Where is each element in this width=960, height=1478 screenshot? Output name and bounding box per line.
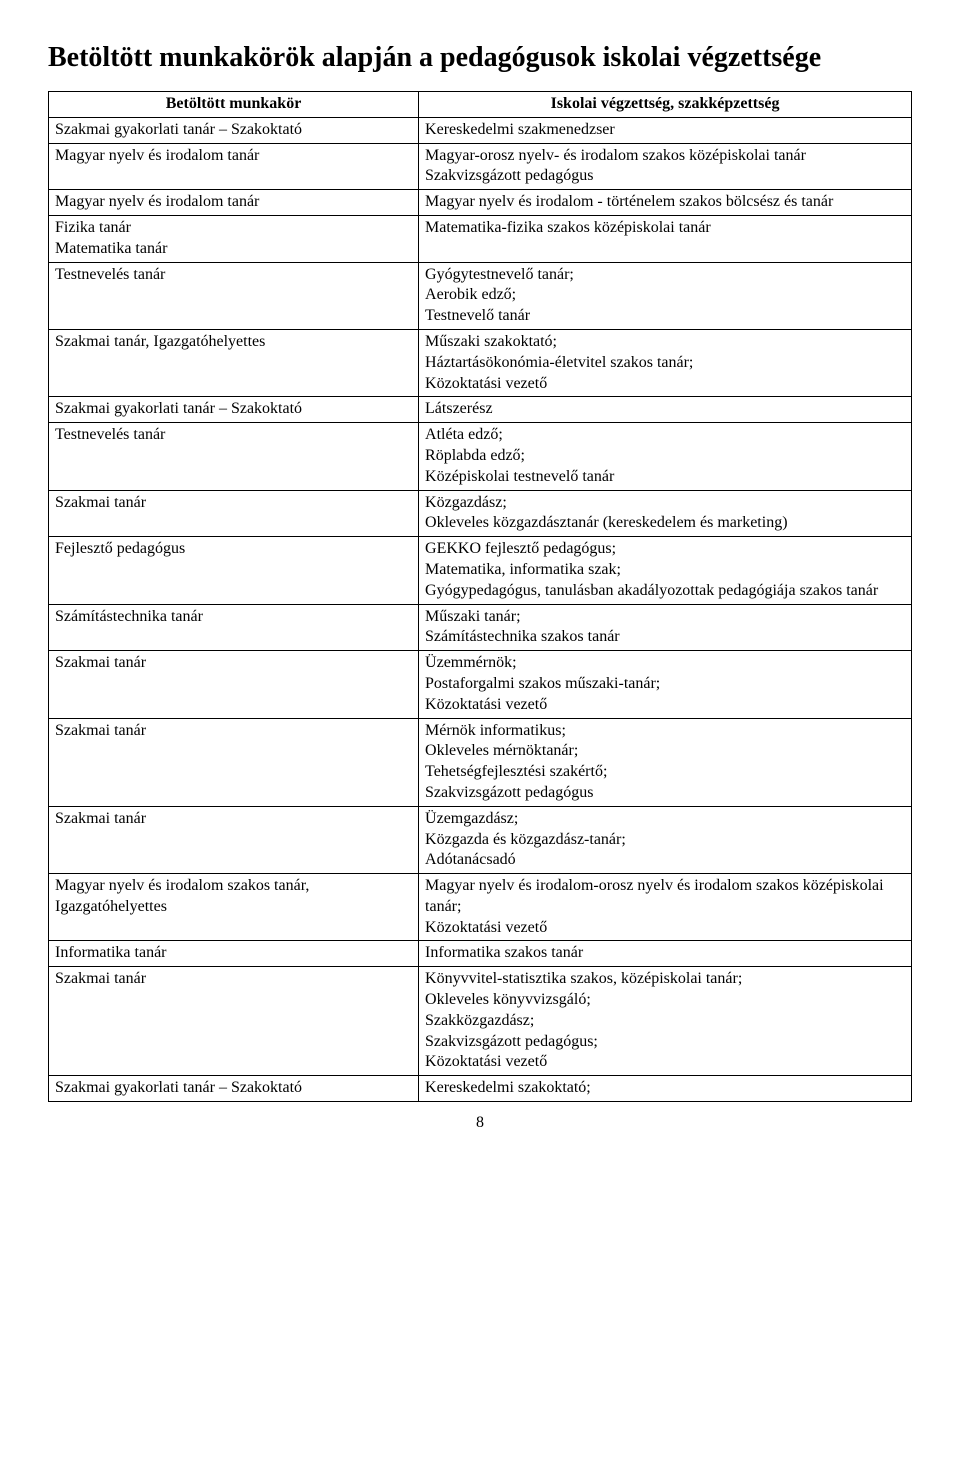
- table-row: Szakmai tanárKözgazdász;Okleveles közgaz…: [49, 490, 912, 537]
- table-row: Fizika tanárMatematika tanárMatematika-f…: [49, 215, 912, 262]
- cell-qualification: Informatika szakos tanár: [419, 941, 912, 967]
- cell-position: Magyar nyelv és irodalom tanár: [49, 190, 419, 216]
- cell-position: Szakmai gyakorlati tanár – Szakoktató: [49, 397, 419, 423]
- table-row: Számítástechnika tanárMűszaki tanár;Szám…: [49, 604, 912, 651]
- qualifications-table: Betöltött munkakör Iskolai végzettség, s…: [48, 91, 912, 1102]
- cell-position: Magyar nyelv és irodalom tanár: [49, 143, 419, 190]
- table-row: Szakmai gyakorlati tanár – SzakoktatóKer…: [49, 117, 912, 143]
- cell-position: Testnevelés tanár: [49, 262, 419, 329]
- cell-position: Szakmai tanár: [49, 806, 419, 873]
- cell-position: Informatika tanár: [49, 941, 419, 967]
- table-row: Szakmai gyakorlati tanár – SzakoktatóLát…: [49, 397, 912, 423]
- cell-qualification: Atléta edző;Röplabda edző;Középiskolai t…: [419, 423, 912, 490]
- table-row: Szakmai tanárMérnök informatikus;Oklevel…: [49, 718, 912, 806]
- cell-qualification: Könyvvitel-statisztika szakos, középisko…: [419, 967, 912, 1076]
- table-row: Magyar nyelv és irodalom tanárMagyar nye…: [49, 190, 912, 216]
- cell-qualification: Kereskedelmi szakmenedzser: [419, 117, 912, 143]
- table-row: Szakmai tanárÜzemmérnök;Postaforgalmi sz…: [49, 651, 912, 718]
- table-row: Testnevelés tanárGyógytestnevelő tanár;A…: [49, 262, 912, 329]
- cell-qualification: Üzemmérnök;Postaforgalmi szakos műszaki-…: [419, 651, 912, 718]
- cell-position: Szakmai tanár: [49, 651, 419, 718]
- cell-qualification: Üzemgazdász;Közgazda és közgazdász-tanár…: [419, 806, 912, 873]
- cell-position: Testnevelés tanár: [49, 423, 419, 490]
- cell-position: Fejlesztő pedagógus: [49, 537, 419, 604]
- table-row: Szakmai tanárKönyvvitel-statisztika szak…: [49, 967, 912, 1076]
- cell-position: Szakmai gyakorlati tanár – Szakoktató: [49, 1076, 419, 1102]
- cell-position: Számítástechnika tanár: [49, 604, 419, 651]
- table-row: Testnevelés tanárAtléta edző;Röplabda ed…: [49, 423, 912, 490]
- table-row: Szakmai tanár, IgazgatóhelyettesMűszaki …: [49, 329, 912, 396]
- cell-qualification: Műszaki tanár;Számítástechnika szakos ta…: [419, 604, 912, 651]
- cell-qualification: Műszaki szakoktató;Háztartásökonómia-éle…: [419, 329, 912, 396]
- table-row: Szakmai gyakorlati tanár – SzakoktatóKer…: [49, 1076, 912, 1102]
- cell-qualification: Matematika-fizika szakos középiskolai ta…: [419, 215, 912, 262]
- cell-position: Szakmai gyakorlati tanár – Szakoktató: [49, 117, 419, 143]
- table-row: Magyar nyelv és irodalom tanárMagyar-oro…: [49, 143, 912, 190]
- table-row: Magyar nyelv és irodalom szakos tanár, I…: [49, 874, 912, 941]
- col-header-qualification: Iskolai végzettség, szakképzettség: [419, 92, 912, 118]
- cell-position: Szakmai tanár: [49, 967, 419, 1076]
- cell-position: Szakmai tanár: [49, 490, 419, 537]
- cell-qualification: Mérnök informatikus;Okleveles mérnöktaná…: [419, 718, 912, 806]
- col-header-position: Betöltött munkakör: [49, 92, 419, 118]
- cell-qualification: Magyar nyelv és irodalom-orosz nyelv és …: [419, 874, 912, 941]
- cell-qualification: Magyar-orosz nyelv- és irodalom szakos k…: [419, 143, 912, 190]
- table-row: Szakmai tanárÜzemgazdász;Közgazda és köz…: [49, 806, 912, 873]
- cell-qualification: GEKKO fejlesztő pedagógus;Matematika, in…: [419, 537, 912, 604]
- cell-position: Szakmai tanár: [49, 718, 419, 806]
- table-row: Fejlesztő pedagógusGEKKO fejlesztő pedag…: [49, 537, 912, 604]
- cell-qualification: Közgazdász;Okleveles közgazdásztanár (ke…: [419, 490, 912, 537]
- cell-position: Szakmai tanár, Igazgatóhelyettes: [49, 329, 419, 396]
- cell-qualification: Látszerész: [419, 397, 912, 423]
- cell-position: Fizika tanárMatematika tanár: [49, 215, 419, 262]
- cell-qualification: Kereskedelmi szakoktató;: [419, 1076, 912, 1102]
- page-title: Betöltött munkakörök alapján a pedagógus…: [48, 40, 912, 75]
- table-header-row: Betöltött munkakör Iskolai végzettség, s…: [49, 92, 912, 118]
- cell-qualification: Gyógytestnevelő tanár;Aerobik edző;Testn…: [419, 262, 912, 329]
- cell-qualification: Magyar nyelv és irodalom - történelem sz…: [419, 190, 912, 216]
- cell-position: Magyar nyelv és irodalom szakos tanár, I…: [49, 874, 419, 941]
- table-row: Informatika tanárInformatika szakos taná…: [49, 941, 912, 967]
- page-number: 8: [48, 1114, 912, 1132]
